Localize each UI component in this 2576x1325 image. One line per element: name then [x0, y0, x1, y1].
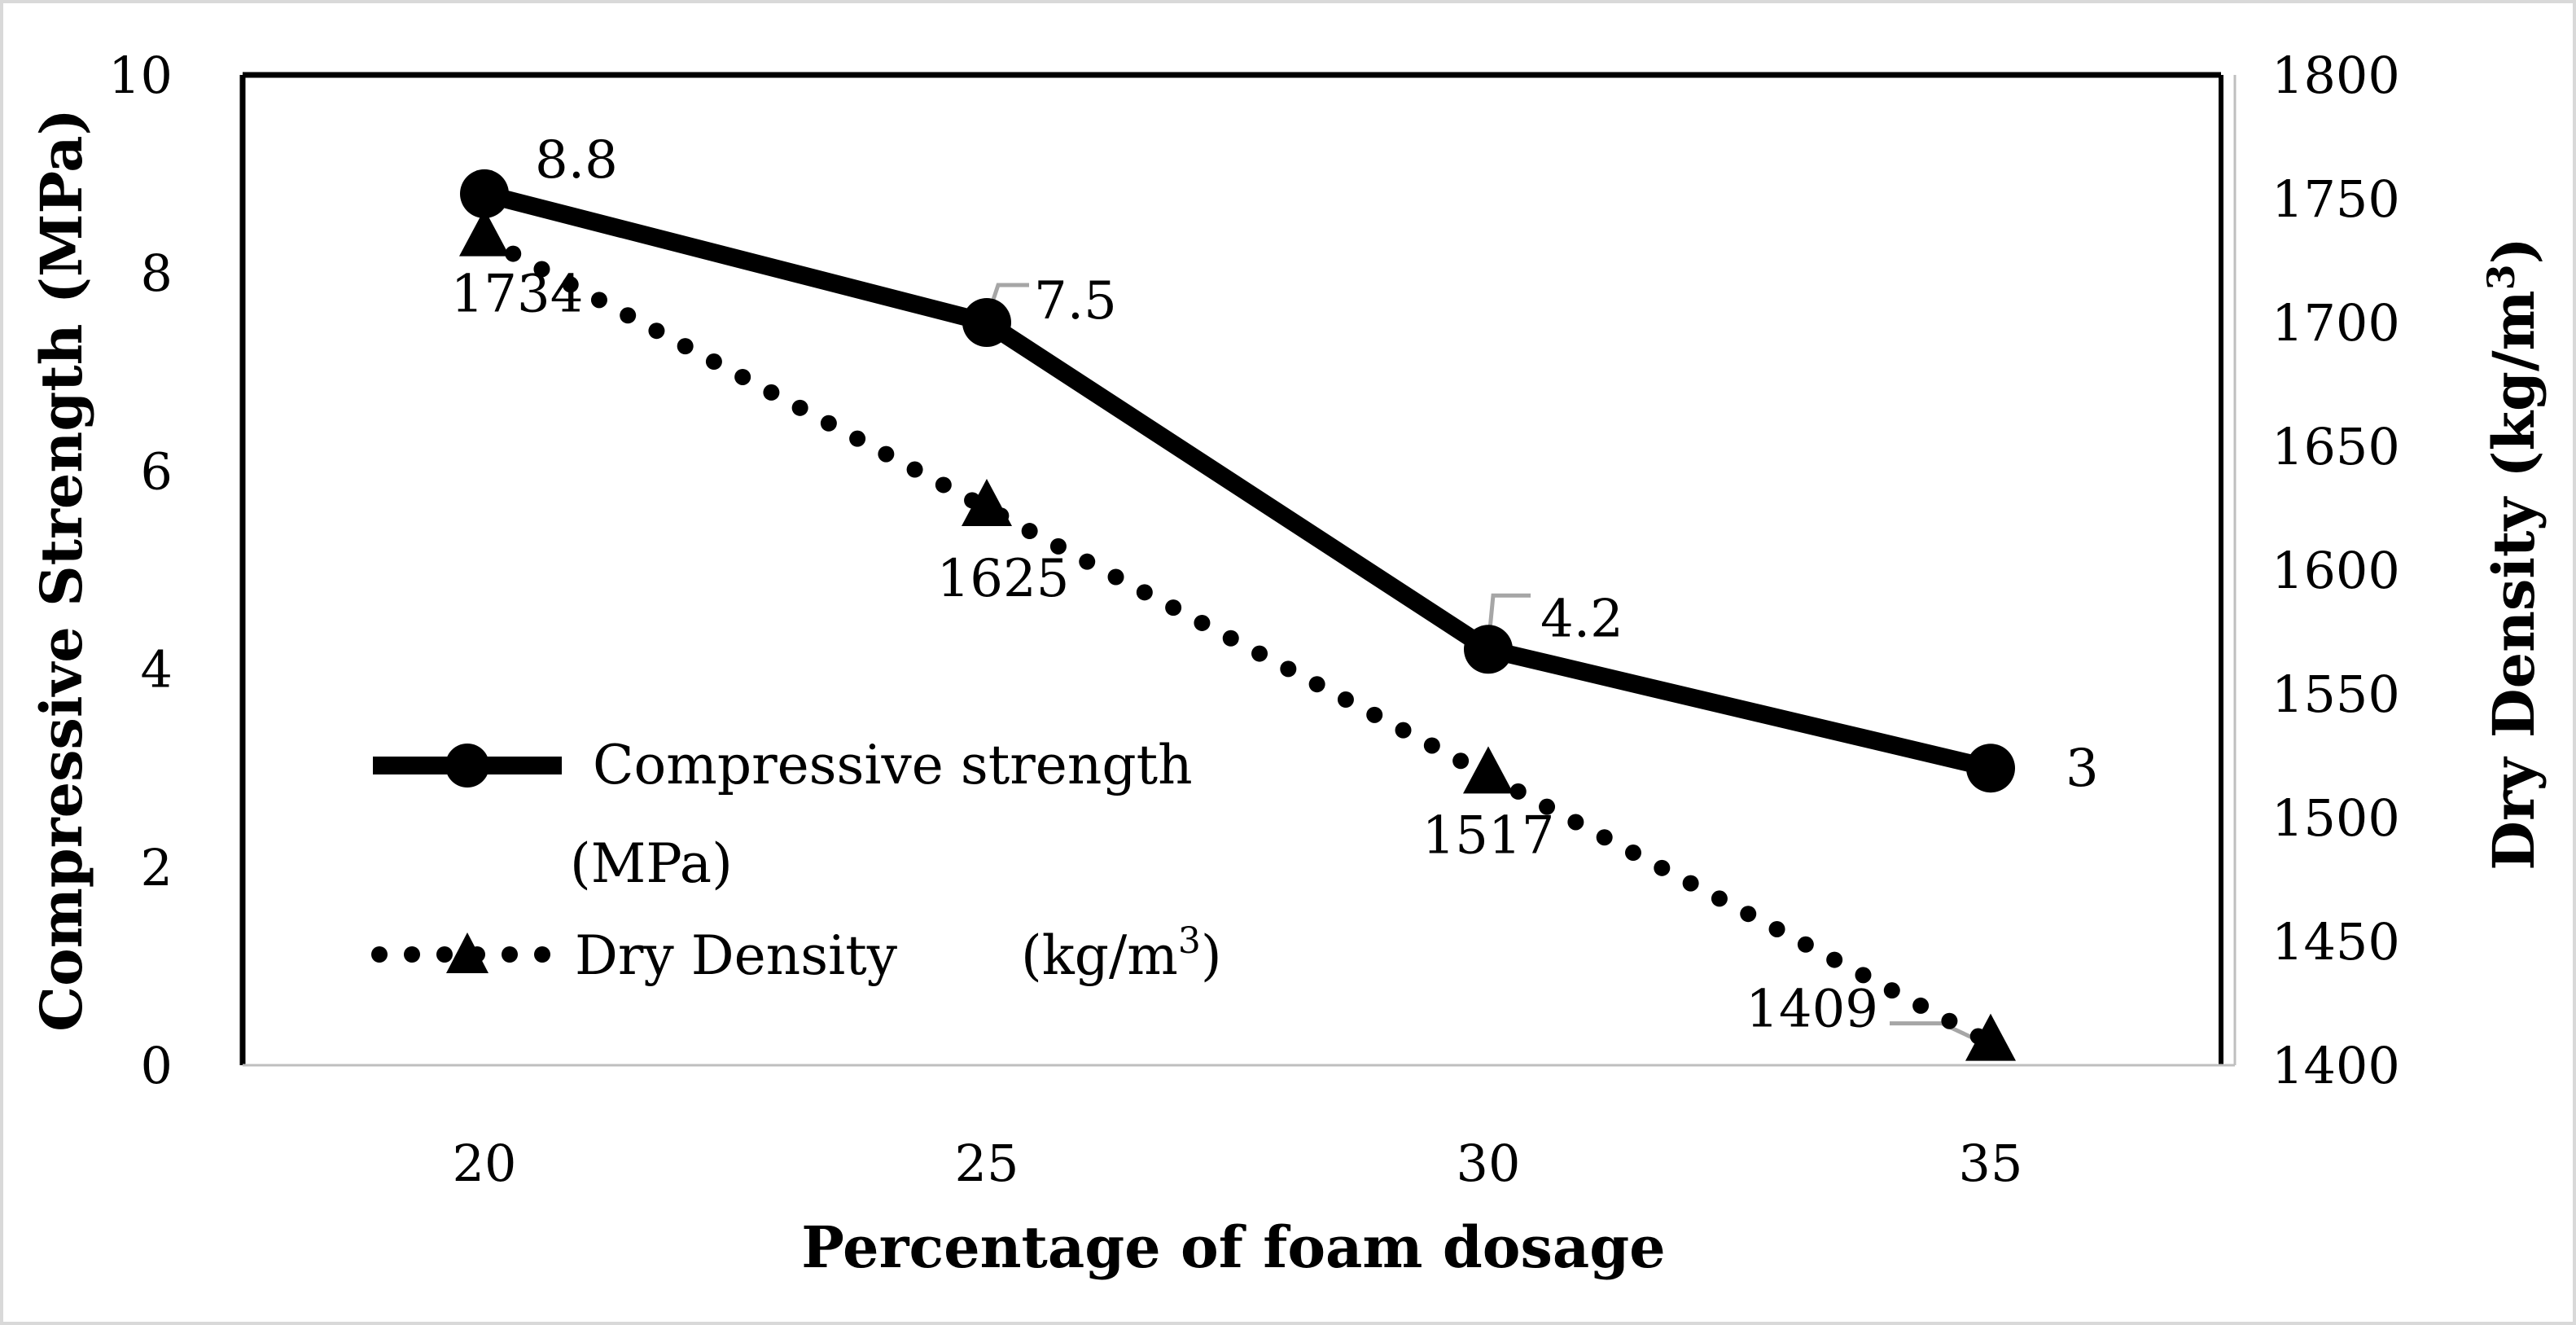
x-axis-title: Percentage of foam dosage	[801, 1213, 1665, 1281]
x-tick-label: 30	[1457, 1134, 1521, 1193]
y-axis-right-ticks: 1400 1450 1500 1550 1600 1650 1700 1750 1800	[2272, 46, 2400, 1095]
strength-data-label: 4.2	[1540, 589, 1623, 649]
strength-data-label: 3	[2066, 739, 2099, 799]
dry-density-point	[962, 479, 1012, 526]
y-right-tick-label: 1800	[2272, 46, 2400, 105]
y-left-tick-label: 8	[141, 244, 173, 303]
y-right-tick-label: 1700	[2272, 293, 2400, 353]
dry-density-point	[1965, 1013, 2016, 1061]
x-tick-label: 35	[1959, 1134, 2023, 1193]
compressive-strength-line	[482, 185, 1993, 777]
strength-data-label: 8.8	[535, 130, 618, 191]
compressive-strength-point	[962, 298, 1011, 347]
y-left-tick-label: 6	[141, 441, 173, 501]
y-right-tick-label: 1400	[2272, 1036, 2400, 1095]
dry-density-point	[1463, 746, 1514, 794]
x-tick-label: 20	[453, 1134, 517, 1193]
data-labels: 8.8 7.5 4.2 3 1734 1625 1517 1409	[451, 130, 2099, 1040]
y-right-tick-label: 1650	[2272, 417, 2400, 476]
x-axis-ticks: 20 25 30 35	[453, 1134, 2023, 1193]
density-data-label: 1625	[937, 549, 1070, 609]
density-data-label: 1409	[1746, 980, 1878, 1040]
y-axis-left-title: Compressive Strength (MPa)	[28, 108, 95, 1031]
legend-label-strength-unit: (MPa)	[570, 832, 733, 895]
legend-swatch-strength-marker	[445, 744, 489, 788]
strength-data-label: 7.5	[1034, 271, 1117, 331]
y-left-tick-label: 2	[141, 838, 173, 897]
compressive-strength-point	[1966, 744, 2015, 793]
series-compressive-strength	[460, 169, 2015, 793]
compressive-strength-point	[460, 169, 509, 218]
y-left-tick-label: 4	[141, 640, 173, 700]
density-data-label: 1734	[451, 265, 584, 325]
legend-label-strength: Compressive strength	[593, 734, 1193, 796]
legend-label-density: Dry Density	[575, 924, 898, 987]
y-left-tick-label: 10	[108, 46, 173, 105]
dry-density-point	[459, 208, 510, 257]
y-right-tick-label: 1600	[2272, 541, 2400, 600]
dry-density-line	[476, 230, 1999, 1051]
y-right-tick-label: 1500	[2272, 788, 2400, 848]
y-axis-left-ticks: 0 2 4 6 8 10	[108, 46, 173, 1095]
y-axis-right-title: Dry Density (kg/m3)	[2479, 237, 2548, 870]
legend: Compressive strength (MPa) Dry Density (…	[371, 734, 1222, 987]
legend-label-density-unit: (kg/m3)	[1021, 920, 1222, 987]
x-tick-label: 25	[955, 1134, 1019, 1193]
series-dry-density	[459, 208, 2016, 1061]
y-right-tick-label: 1550	[2272, 665, 2400, 724]
legend-swatch-density-marker	[446, 932, 488, 973]
compressive-strength-point	[1464, 625, 1513, 674]
y-left-tick-label: 0	[141, 1036, 173, 1095]
y-right-tick-label: 1750	[2272, 169, 2400, 229]
density-data-label: 1517	[1422, 805, 1555, 866]
y-right-tick-label: 1450	[2272, 912, 2400, 972]
